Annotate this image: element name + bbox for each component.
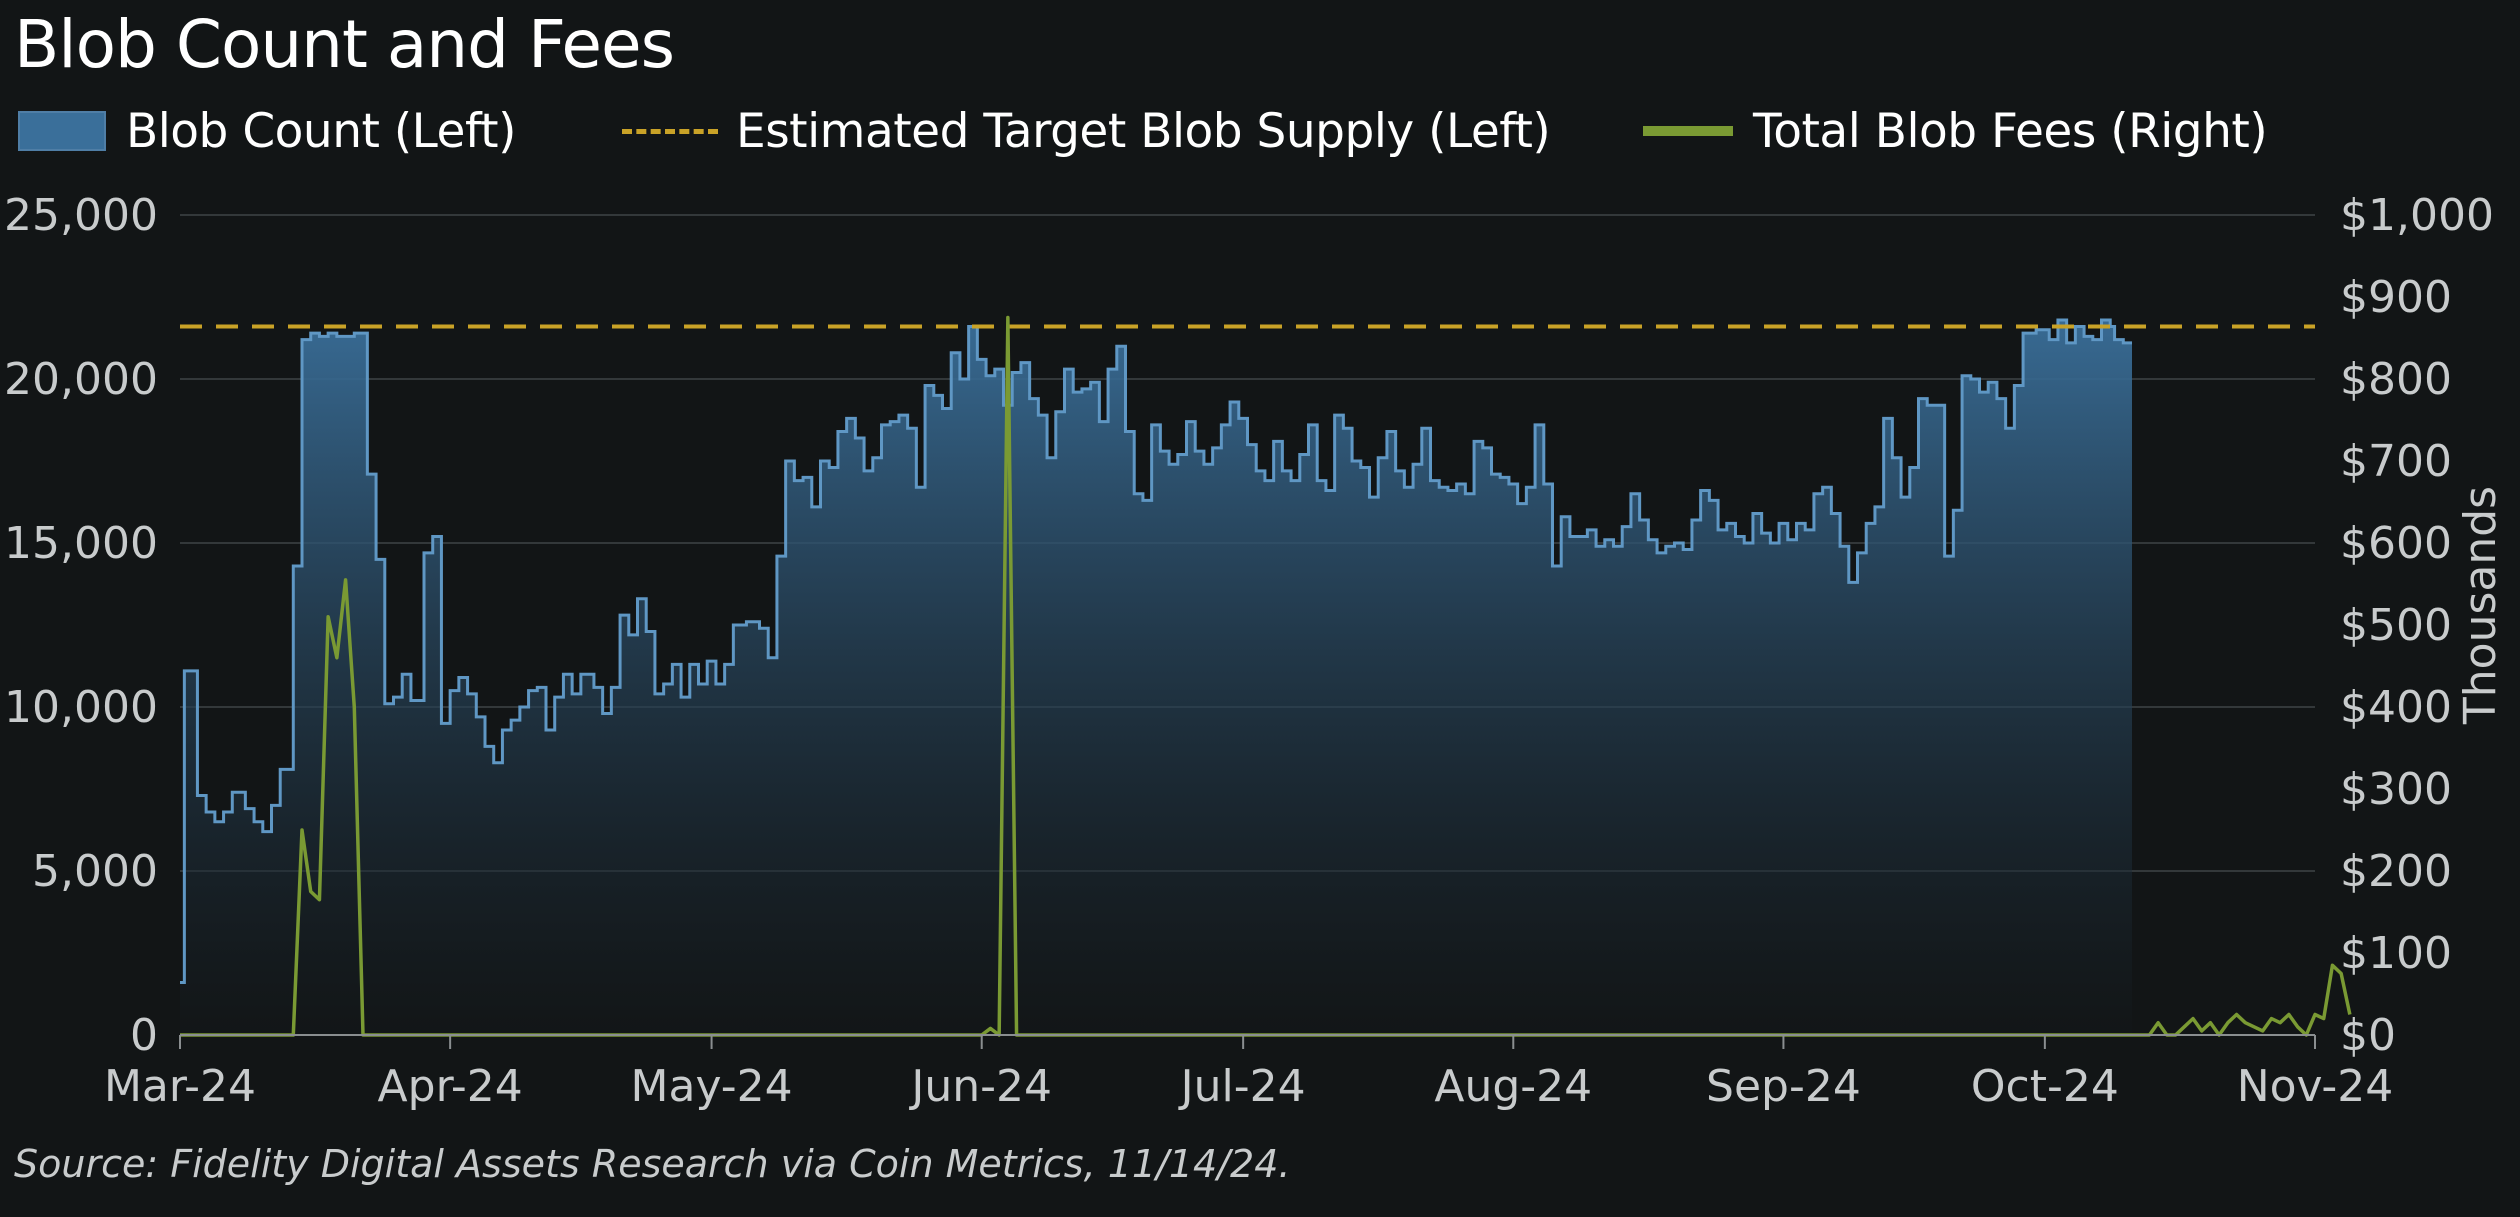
right-tick-label: $200: [2340, 846, 2452, 897]
right-tick-label: $1,000: [2340, 190, 2494, 241]
blob-count-series: [180, 318, 2132, 1036]
left-tick-label: 15,000: [4, 518, 158, 569]
legend-swatch-blob-fees: [1643, 126, 1733, 136]
legend-label-blob-fees: Total Blob Fees (Right): [1753, 103, 2268, 159]
legend-item-blob-count: Blob Count (Left): [18, 95, 516, 167]
right-tick-label: $500: [2340, 600, 2452, 651]
left-tick-label: 20,000: [4, 354, 158, 405]
legend-item-target-supply: Estimated Target Blob Supply (Left): [622, 95, 1551, 167]
axes: 0 5,000 10,000 15,000 20,000 25,000 $0 $100 $200…: [4, 190, 2506, 1112]
chart-title: Blob Count and Fees: [14, 6, 675, 83]
x-tick-label: Apr-24: [378, 1061, 523, 1112]
right-tick-label: $600: [2340, 518, 2452, 569]
x-tick-label: Oct-24: [1971, 1061, 2119, 1112]
right-tick-label: $0: [2340, 1010, 2396, 1061]
right-tick-label: $300: [2340, 764, 2452, 815]
x-tick-label: May-24: [631, 1061, 793, 1112]
right-tick-label: $100: [2340, 928, 2452, 979]
legend-item-blob-fees: Total Blob Fees (Right): [1643, 95, 2268, 167]
blob-count-line: [180, 318, 2132, 985]
left-tick-label: 10,000: [4, 682, 158, 733]
legend-swatch-blob-count: [18, 111, 106, 151]
legend-label-blob-count: Blob Count (Left): [126, 103, 516, 159]
x-tick-label: Sep-24: [1706, 1061, 1861, 1112]
legend-swatch-target-supply: [622, 128, 718, 134]
legend: Blob Count (Left) Estimated Target Blob …: [18, 95, 2478, 167]
right-axis-title: Thousands: [2455, 486, 2506, 725]
left-tick-label: 25,000: [4, 190, 158, 241]
x-tick-label: Mar-24: [104, 1061, 256, 1112]
right-tick-label: $900: [2340, 272, 2452, 323]
x-tick-label: Aug-24: [1434, 1061, 1592, 1112]
legend-label-target-supply: Estimated Target Blob Supply (Left): [736, 103, 1551, 159]
left-tick-label: 5,000: [32, 846, 158, 897]
x-tick-label: Jun-24: [908, 1061, 1052, 1112]
right-tick-label: $700: [2340, 436, 2452, 487]
left-tick-label: 0: [130, 1010, 158, 1061]
right-tick-label: $800: [2340, 354, 2452, 405]
blob-count-area: [180, 319, 2132, 1036]
x-tick-label: Jul-24: [1178, 1061, 1306, 1112]
x-tick-label: Nov-24: [2237, 1061, 2394, 1112]
source-note: Source: Fidelity Digital Assets Research…: [14, 1142, 1291, 1186]
right-tick-label: $400: [2340, 682, 2452, 733]
